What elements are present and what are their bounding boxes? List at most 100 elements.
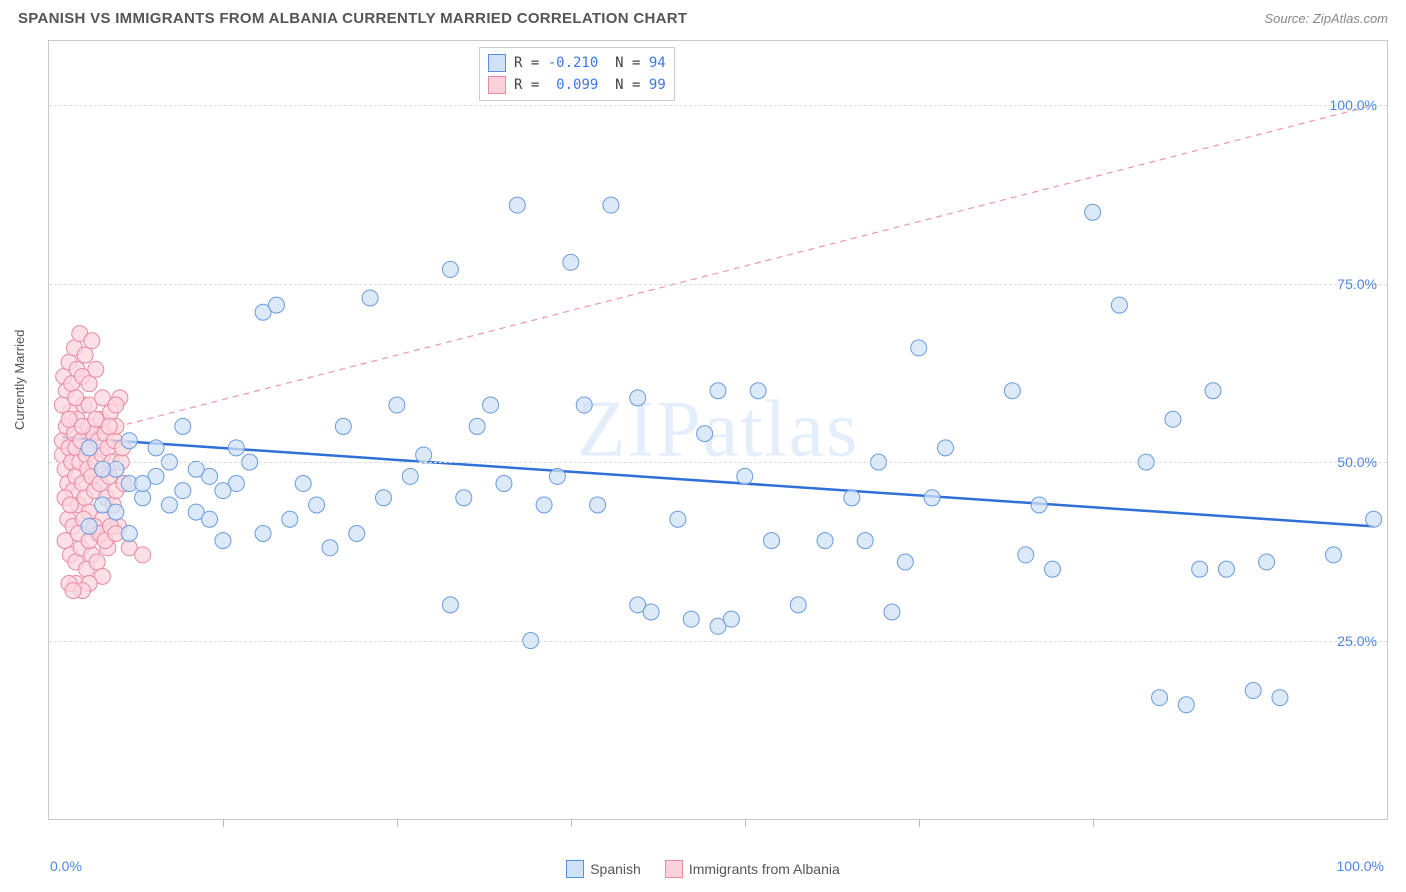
data-point bbox=[89, 554, 105, 570]
data-point bbox=[62, 497, 78, 513]
source-label: Source: ZipAtlas.com bbox=[1264, 11, 1388, 26]
data-point bbox=[1218, 561, 1234, 577]
data-point bbox=[108, 397, 124, 413]
data-point bbox=[1366, 511, 1382, 527]
data-point bbox=[1152, 690, 1168, 706]
data-point bbox=[844, 490, 860, 506]
data-point bbox=[175, 483, 191, 499]
legend-label-albania: Immigrants from Albania bbox=[689, 861, 840, 877]
data-point bbox=[1165, 411, 1181, 427]
data-point bbox=[282, 511, 298, 527]
data-point bbox=[1325, 547, 1341, 563]
corr-text-spanish: R = -0.210 N = 94 bbox=[514, 55, 666, 71]
data-point bbox=[135, 547, 151, 563]
correlation-legend: R = -0.210 N = 94 R = 0.099 N = 99 bbox=[479, 47, 675, 101]
data-point bbox=[309, 497, 325, 513]
data-point bbox=[135, 490, 151, 506]
data-point bbox=[817, 533, 833, 549]
data-point bbox=[148, 440, 164, 456]
legend-swatch-albania bbox=[665, 860, 683, 878]
chart-plot-area: ZIPatlas R = -0.210 N = 94 R = 0.099 N =… bbox=[48, 40, 1388, 820]
data-point bbox=[790, 597, 806, 613]
x-tick bbox=[397, 819, 398, 827]
corr-text-albania: R = 0.099 N = 99 bbox=[514, 77, 666, 93]
data-point bbox=[1178, 697, 1194, 713]
data-point bbox=[442, 597, 458, 613]
data-point bbox=[549, 468, 565, 484]
x-tick bbox=[919, 819, 920, 827]
data-point bbox=[670, 511, 686, 527]
data-point bbox=[349, 525, 365, 541]
data-point bbox=[764, 533, 780, 549]
data-point bbox=[335, 418, 351, 434]
data-point bbox=[1111, 297, 1127, 313]
data-point bbox=[121, 433, 137, 449]
legend-item-albania: Immigrants from Albania bbox=[665, 860, 840, 878]
data-point bbox=[563, 254, 579, 270]
data-point bbox=[630, 390, 646, 406]
data-point bbox=[496, 476, 512, 492]
data-point bbox=[1085, 204, 1101, 220]
data-point bbox=[81, 376, 97, 392]
corr-row-albania: R = 0.099 N = 99 bbox=[488, 74, 666, 96]
data-point bbox=[924, 490, 940, 506]
data-point bbox=[1205, 383, 1221, 399]
gridline-label: 25.0% bbox=[1337, 633, 1377, 649]
gridline bbox=[49, 462, 1387, 463]
gridline-label: 75.0% bbox=[1337, 276, 1377, 292]
data-point bbox=[268, 297, 284, 313]
data-point bbox=[1004, 383, 1020, 399]
data-point bbox=[937, 440, 953, 456]
data-point bbox=[897, 554, 913, 570]
gridline-label: 100.0% bbox=[1330, 97, 1377, 113]
data-point bbox=[1192, 561, 1208, 577]
data-point bbox=[603, 197, 619, 213]
chart-svg bbox=[49, 41, 1387, 819]
data-point bbox=[1045, 561, 1061, 577]
legend-item-spanish: Spanish bbox=[566, 860, 641, 878]
data-point bbox=[65, 583, 81, 599]
x-tick bbox=[223, 819, 224, 827]
data-point bbox=[469, 418, 485, 434]
data-point bbox=[710, 383, 726, 399]
y-axis-label: Currently Married bbox=[12, 330, 27, 430]
data-point bbox=[228, 440, 244, 456]
data-point bbox=[456, 490, 472, 506]
data-point bbox=[161, 497, 177, 513]
data-point bbox=[416, 447, 432, 463]
data-point bbox=[1259, 554, 1275, 570]
data-point bbox=[643, 604, 659, 620]
data-point bbox=[576, 397, 592, 413]
data-point bbox=[81, 440, 97, 456]
gridline bbox=[49, 105, 1387, 106]
swatch-spanish bbox=[488, 54, 506, 72]
data-point bbox=[202, 511, 218, 527]
x-tick bbox=[1093, 819, 1094, 827]
data-point bbox=[737, 468, 753, 484]
data-point bbox=[590, 497, 606, 513]
data-point bbox=[683, 611, 699, 627]
data-point bbox=[95, 461, 111, 477]
data-point bbox=[188, 461, 204, 477]
gridline-label: 50.0% bbox=[1337, 454, 1377, 470]
data-point bbox=[362, 290, 378, 306]
legend-label-spanish: Spanish bbox=[590, 861, 641, 877]
legend-swatch-spanish bbox=[566, 860, 584, 878]
data-point bbox=[402, 468, 418, 484]
data-point bbox=[911, 340, 927, 356]
data-point bbox=[135, 476, 151, 492]
data-point bbox=[884, 604, 900, 620]
gridline bbox=[49, 641, 1387, 642]
data-point bbox=[215, 533, 231, 549]
data-point bbox=[77, 347, 93, 363]
data-point bbox=[101, 418, 117, 434]
corr-row-spanish: R = -0.210 N = 94 bbox=[488, 52, 666, 74]
chart-title: SPANISH VS IMMIGRANTS FROM ALBANIA CURRE… bbox=[18, 10, 687, 27]
data-point bbox=[81, 518, 97, 534]
data-point bbox=[175, 418, 191, 434]
data-point bbox=[857, 533, 873, 549]
trendline bbox=[62, 437, 1373, 526]
x-tick bbox=[571, 819, 572, 827]
data-point bbox=[322, 540, 338, 556]
data-point bbox=[1018, 547, 1034, 563]
